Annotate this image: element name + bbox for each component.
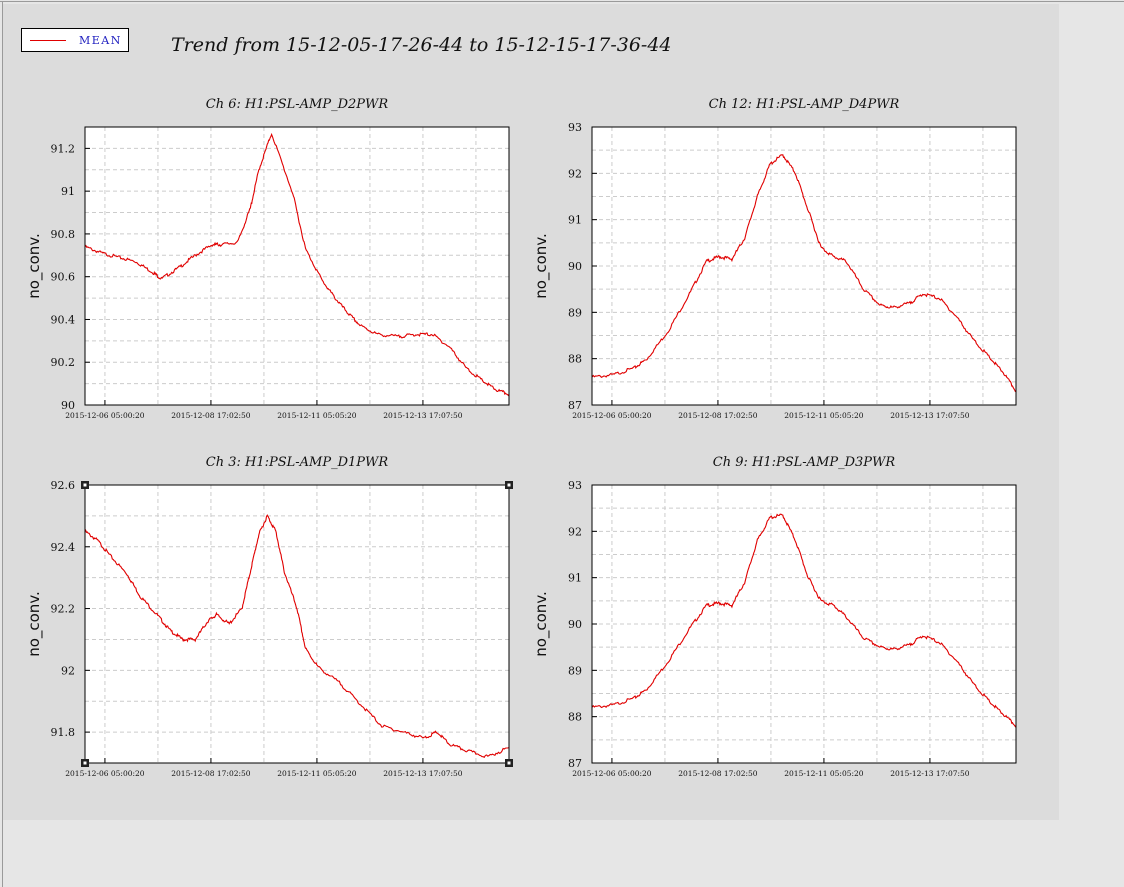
y-tick-label: 90.8: [51, 228, 76, 241]
selection-handle-center: [507, 483, 511, 487]
plot-frame: [591, 484, 1017, 764]
x-tick-label: 2015-12-13 17:07:50: [890, 411, 970, 420]
y-tick-label: 90: [568, 618, 582, 631]
x-tick-label: 2015-12-08 17:02:50: [678, 411, 758, 420]
plot-frame: [591, 126, 1017, 406]
x-tick-label: 2015-12-11 05:05:20: [784, 769, 864, 778]
y-tick-label: 90.6: [51, 271, 76, 284]
y-axis-label: no_conv.: [25, 233, 44, 299]
y-tick-label: 88: [568, 353, 582, 366]
x-tick-label: 2015-12-06 05:00:20: [572, 769, 652, 778]
y-tick-label: 87: [568, 399, 582, 412]
y-axis-label: no_conv.: [532, 233, 551, 299]
x-tick-label: 2015-12-06 05:00:20: [65, 411, 145, 420]
plot-frame: [84, 126, 510, 406]
x-tick-label: 2015-12-08 17:02:50: [171, 411, 251, 420]
y-tick-label: 88: [568, 711, 582, 724]
selection-handle-center: [83, 761, 87, 765]
x-tick-label: 2015-12-08 17:02:50: [171, 769, 251, 778]
series-line: [84, 514, 510, 759]
x-tick-label: 2015-12-06 05:00:20: [572, 411, 652, 420]
y-tick-label: 89: [568, 664, 582, 677]
chart-3: Ch 3: H1:PSL-AMP_D1PWR no_conv. 91.8 92 92.2…: [25, 455, 513, 778]
chart-2: Ch 12: H1:PSL-AMP_D4PWR no_conv. 87 88 89 90 9…: [532, 97, 1017, 420]
y-tick-label: 90.2: [51, 356, 76, 369]
y-tick-label: 92.6: [51, 479, 76, 492]
y-tick-label: 92: [568, 167, 582, 180]
y-tick-label: 91.8: [51, 726, 76, 739]
y-tick-label: 93: [568, 121, 582, 134]
selection-handle-center: [507, 761, 511, 765]
series-line: [591, 513, 1017, 728]
legend-swatch: [30, 40, 66, 41]
x-tick-label: 2015-12-11 05:05:20: [277, 769, 357, 778]
y-tick-label: 90: [61, 399, 75, 412]
y-tick-label: 92: [61, 664, 75, 677]
y-tick-label: 91: [568, 214, 582, 227]
chart-4: Ch 9: H1:PSL-AMP_D3PWR no_conv. 87 88 89 90 91…: [532, 455, 1017, 778]
y-tick-label: 90.4: [51, 313, 76, 326]
chart-title: Ch 6: H1:PSL-AMP_D2PWR: [206, 97, 389, 112]
selection-handle-center: [83, 483, 87, 487]
legend-label: MEAN: [79, 34, 122, 47]
y-tick-label: 90: [568, 260, 582, 273]
y-tick-label: 92: [568, 525, 582, 538]
plot-area: [85, 485, 509, 763]
series-line: [84, 132, 510, 397]
x-tick-label: 2015-12-06 05:00:20: [65, 769, 145, 778]
x-tick-label: 2015-12-13 17:07:50: [890, 769, 970, 778]
y-tick-label: 91: [568, 572, 582, 585]
page-title: Trend from 15-12-05-17-26-44 to 15-12-15…: [171, 34, 672, 56]
x-tick-label: 2015-12-13 17:07:50: [383, 769, 463, 778]
left-border-rule: [2, 2, 3, 887]
chart-title: Ch 3: H1:PSL-AMP_D1PWR: [206, 455, 389, 470]
y-tick-label: 89: [568, 306, 582, 319]
plot-frame: [84, 484, 510, 764]
chart-title: Ch 9: H1:PSL-AMP_D3PWR: [713, 455, 896, 470]
plot-area: [85, 127, 509, 405]
x-tick-label: 2015-12-13 17:07:50: [383, 411, 463, 420]
y-tick-label: 91.2: [51, 142, 76, 155]
chart-title: Ch 12: H1:PSL-AMP_D4PWR: [709, 97, 900, 112]
chart-1: Ch 6: H1:PSL-AMP_D2PWR no_conv. 90 90.2 90.4…: [25, 97, 510, 420]
y-tick-label: 92.2: [51, 603, 76, 616]
y-tick-label: 93: [568, 479, 582, 492]
y-tick-label: 87: [568, 757, 582, 770]
x-tick-label: 2015-12-11 05:05:20: [784, 411, 864, 420]
y-axis-label: no_conv.: [25, 591, 44, 657]
top-border-rule: [0, 1, 1124, 2]
y-axis-label: no_conv.: [532, 591, 551, 657]
x-tick-label: 2015-12-11 05:05:20: [277, 411, 357, 420]
y-tick-label: 91: [61, 185, 75, 198]
y-tick-label: 92.4: [51, 541, 76, 554]
x-tick-label: 2015-12-08 17:02:50: [678, 769, 758, 778]
legend-box: MEAN: [21, 28, 129, 52]
series-line: [591, 154, 1017, 393]
